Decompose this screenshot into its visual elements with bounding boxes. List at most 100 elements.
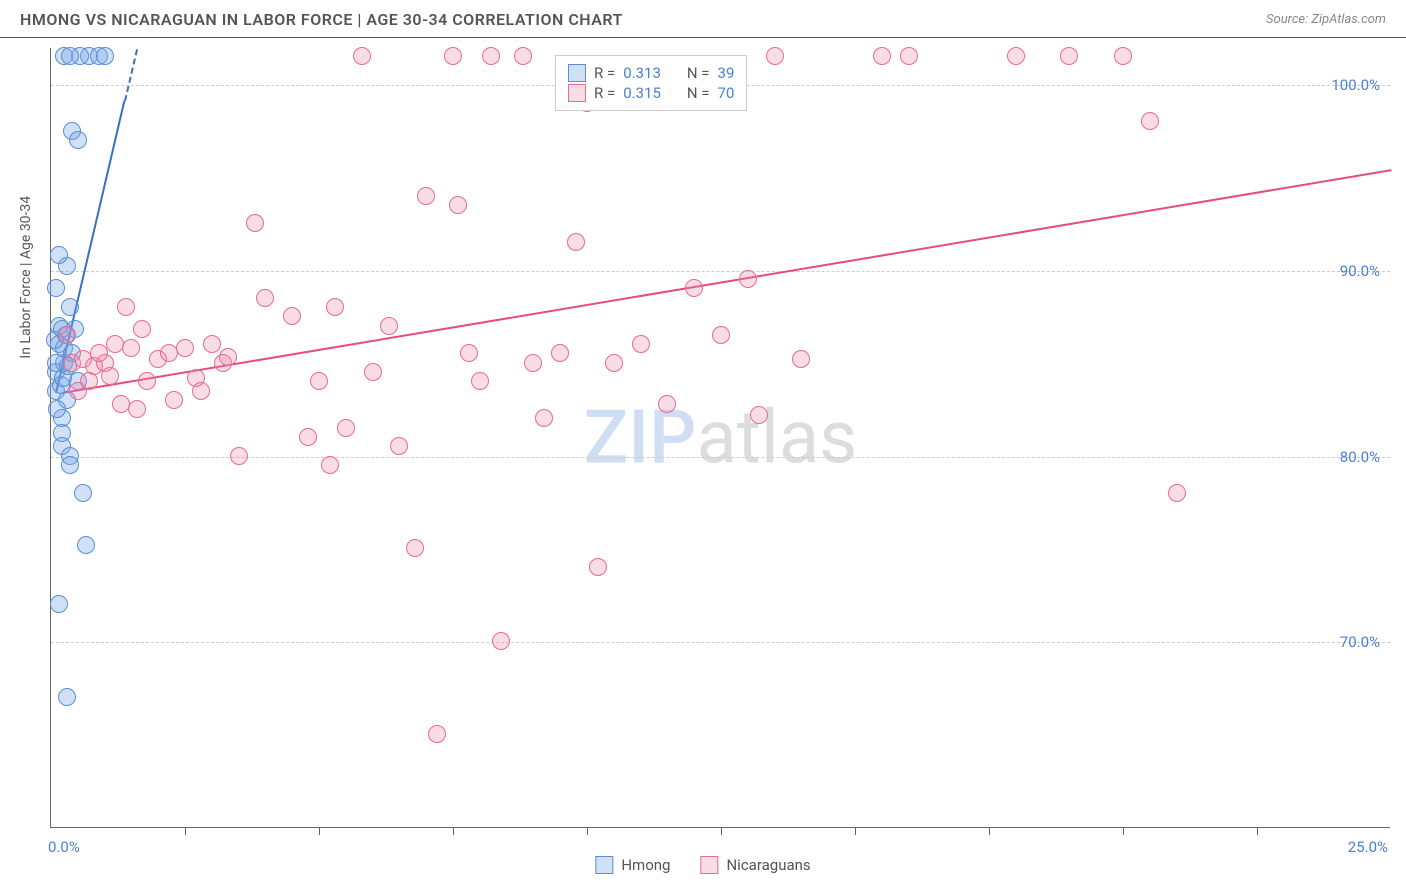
data-point xyxy=(283,307,301,325)
data-point xyxy=(712,326,730,344)
data-point xyxy=(77,536,95,554)
data-point xyxy=(326,298,344,316)
data-point xyxy=(219,348,237,366)
data-point xyxy=(1007,47,1025,65)
y-tick-label: 100.0% xyxy=(1331,76,1380,94)
data-point xyxy=(685,279,703,297)
gridline xyxy=(51,271,1390,272)
data-point xyxy=(337,419,355,437)
x-tick xyxy=(721,827,722,835)
chart-header: HMONG VS NICARAGUAN IN LABOR FORCE | AGE… xyxy=(0,0,1406,38)
data-point xyxy=(310,372,328,390)
legend-swatch xyxy=(700,856,718,874)
data-point xyxy=(406,539,424,557)
data-point xyxy=(658,395,676,413)
chart-title: HMONG VS NICARAGUAN IN LABOR FORCE | AGE… xyxy=(20,10,623,29)
data-point xyxy=(61,47,79,65)
data-point xyxy=(589,558,607,576)
data-point xyxy=(61,298,79,316)
data-point xyxy=(482,47,500,65)
data-point xyxy=(551,344,569,362)
data-point xyxy=(50,595,68,613)
legend-item: Nicaraguans xyxy=(700,856,810,874)
data-point xyxy=(138,372,156,390)
data-point xyxy=(567,233,585,251)
data-point xyxy=(792,350,810,368)
y-tick-label: 90.0% xyxy=(1340,262,1380,280)
y-axis-label: In Labor Force | Age 30-34 xyxy=(18,196,34,359)
legend-item: Hmong xyxy=(595,856,670,874)
gridline xyxy=(51,642,1390,643)
legend-swatch xyxy=(568,84,586,102)
data-point xyxy=(1141,112,1159,130)
data-point xyxy=(514,47,532,65)
chart-source: Source: ZipAtlas.com xyxy=(1266,12,1386,27)
data-point xyxy=(380,317,398,335)
legend-swatch xyxy=(568,64,586,82)
data-point xyxy=(106,335,124,353)
data-point xyxy=(133,320,151,338)
x-tick xyxy=(1123,827,1124,835)
gridline xyxy=(51,457,1390,458)
x-axis-min-label: 0.0% xyxy=(48,838,80,856)
r-value: 0.313 xyxy=(623,64,661,82)
data-point xyxy=(524,354,542,372)
r-value: 0.315 xyxy=(623,84,661,102)
data-point xyxy=(417,187,435,205)
data-point xyxy=(1114,47,1132,65)
data-point xyxy=(74,484,92,502)
data-point xyxy=(1060,47,1078,65)
data-point xyxy=(256,289,274,307)
data-point xyxy=(165,391,183,409)
n-label: N = xyxy=(687,64,710,82)
trend-line-dashed xyxy=(124,49,138,101)
data-point xyxy=(122,339,140,357)
data-point xyxy=(96,47,114,65)
data-point xyxy=(58,688,76,706)
x-tick xyxy=(855,827,856,835)
y-tick-label: 70.0% xyxy=(1340,633,1380,651)
legend-stat-row: R = 0.313 N = 39 xyxy=(568,64,734,82)
data-point xyxy=(58,326,76,344)
r-label: R = xyxy=(594,64,615,82)
data-point xyxy=(47,279,65,297)
data-point xyxy=(766,47,784,65)
data-point xyxy=(739,270,757,288)
watermark: ZIPatlas xyxy=(584,394,858,481)
legend-stat-row: R =0.315N =70 xyxy=(568,84,734,102)
x-tick xyxy=(989,827,990,835)
data-point xyxy=(535,409,553,427)
data-point xyxy=(605,354,623,372)
data-point xyxy=(112,395,130,413)
x-tick xyxy=(319,827,320,835)
n-value: 39 xyxy=(718,64,735,82)
watermark-zip: ZIP xyxy=(584,394,697,481)
data-point xyxy=(353,47,371,65)
x-tick xyxy=(1257,827,1258,835)
data-point xyxy=(230,447,248,465)
data-point xyxy=(390,437,408,455)
data-point xyxy=(203,335,221,353)
legend-label: Hmong xyxy=(621,856,670,874)
data-point xyxy=(428,725,446,743)
data-point xyxy=(492,632,510,650)
data-point xyxy=(444,47,462,65)
data-point xyxy=(1168,484,1186,502)
data-point xyxy=(50,246,68,264)
data-point xyxy=(117,298,135,316)
data-point xyxy=(246,214,264,232)
legend-stats: R = 0.313 N = 39 R =0.315N =70 xyxy=(555,55,747,111)
watermark-atlas: atlas xyxy=(696,394,857,481)
data-point xyxy=(128,400,146,418)
scatter-plot-area: ZIPatlas 70.0%80.0%90.0%100.0% xyxy=(50,48,1390,828)
x-tick xyxy=(587,827,588,835)
legend-swatch xyxy=(595,856,613,874)
data-point xyxy=(873,47,891,65)
data-point xyxy=(750,406,768,424)
legend-series: Hmong Nicaraguans xyxy=(595,856,810,874)
data-point xyxy=(61,456,79,474)
data-point xyxy=(449,196,467,214)
legend-label: Nicaraguans xyxy=(726,856,810,874)
data-point xyxy=(192,382,210,400)
data-point xyxy=(471,372,489,390)
